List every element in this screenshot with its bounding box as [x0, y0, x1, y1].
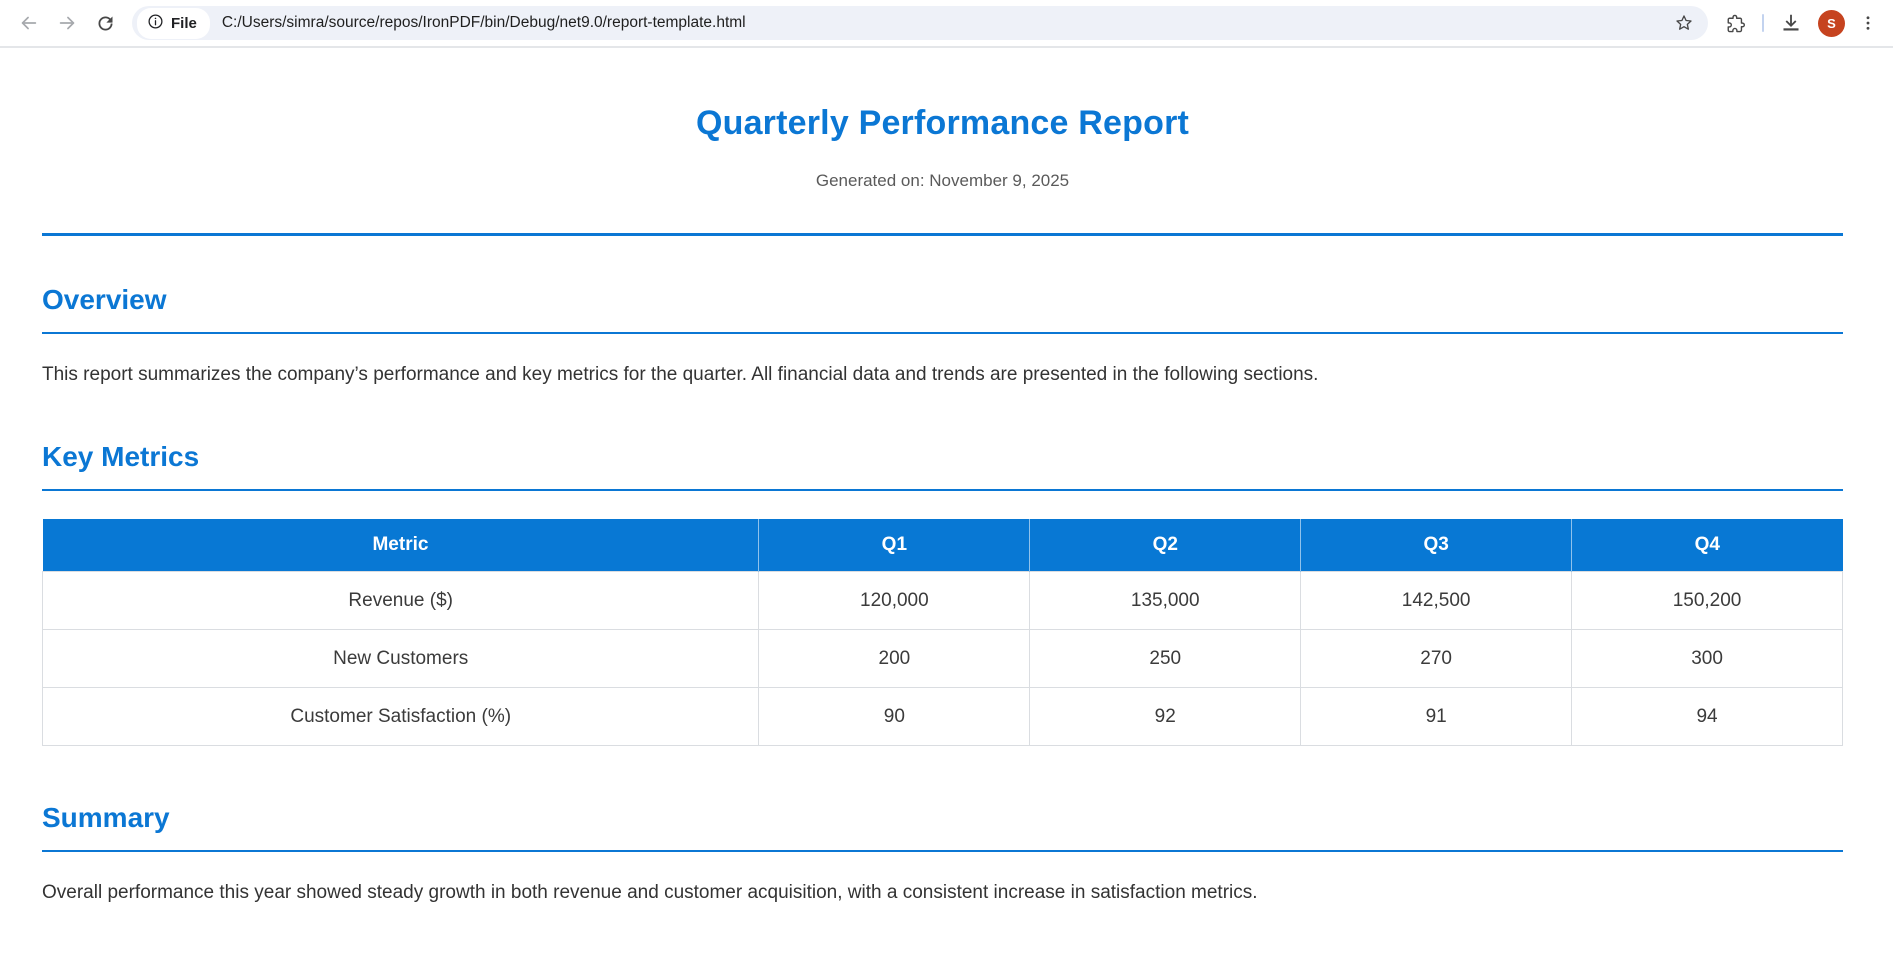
back-button[interactable]: [10, 4, 48, 42]
metric-cell: New Customers: [41, 629, 760, 689]
file-badge-label: File: [171, 14, 197, 32]
value-cell: 250: [1029, 629, 1302, 689]
value-cell: 92: [1029, 687, 1302, 747]
star-icon: [1674, 13, 1694, 33]
toolbar-right-cluster: S: [1716, 4, 1883, 42]
back-icon: [18, 12, 40, 34]
value-cell: 150,200: [1571, 571, 1843, 631]
metric-cell: Customer Satisfaction (%): [41, 687, 760, 747]
address-bar[interactable]: File C:/Users/simra/source/repos/IronPDF…: [132, 6, 1708, 40]
column-header: Q4: [1571, 518, 1843, 572]
puzzle-icon: [1725, 13, 1746, 34]
table-row: Revenue ($) 120,000 135,000 142,500 150,…: [41, 571, 1843, 631]
column-header: Q2: [1029, 518, 1302, 572]
overview-underline: [42, 332, 1843, 334]
value-cell: 300: [1571, 629, 1843, 689]
metrics-table: Metric Q1 Q2 Q3 Q4 Revenue ($) 120,000 1…: [41, 518, 1843, 747]
value-cell: 94: [1571, 687, 1843, 747]
toolbar-divider: [1762, 14, 1764, 32]
url-text[interactable]: C:/Users/simra/source/repos/IronPDF/bin/…: [221, 14, 746, 31]
table-header-row: Metric Q1 Q2 Q3 Q4: [42, 518, 1843, 572]
summary-heading: Summary: [42, 802, 170, 834]
value-cell: 120,000: [758, 571, 1031, 631]
generated-on-text: Generated on: November 9, 2025: [815, 171, 1070, 190]
key-metrics-heading: Key Metrics: [42, 440, 200, 472]
top-divider: [42, 233, 1843, 236]
table-row: New Customers 200 250 270 300: [41, 629, 1843, 689]
overview-heading: Overview: [42, 284, 167, 315]
value-cell: 270: [1300, 629, 1573, 689]
extensions-button[interactable]: [1716, 4, 1754, 42]
overview-paragraph: This report summarizes the company’s per…: [42, 364, 1319, 385]
table-row: Customer Satisfaction (%) 90 92 91 94: [41, 687, 1843, 747]
browser-menu-button[interactable]: [1853, 4, 1883, 42]
summary-paragraph: Overall performance this year showed ste…: [42, 882, 1258, 904]
report-page: Quarterly Performance Report Generated o…: [0, 48, 1893, 907]
value-cell: 135,000: [1029, 571, 1302, 631]
bookmark-button[interactable]: [1668, 7, 1700, 39]
value-cell: 91: [1300, 687, 1573, 747]
column-header: Metric: [42, 518, 760, 572]
value-cell: 142,500: [1300, 571, 1573, 631]
reload-button[interactable]: [86, 4, 124, 42]
column-header: Q3: [1300, 518, 1573, 572]
download-icon: [1780, 12, 1802, 34]
kebab-menu-icon: [1859, 14, 1877, 32]
info-icon: [147, 13, 164, 34]
file-badge[interactable]: File: [137, 7, 210, 39]
metric-cell: Revenue ($): [41, 571, 760, 631]
summary-underline: [42, 850, 1843, 853]
profile-avatar[interactable]: S: [1818, 9, 1845, 37]
forward-button[interactable]: [48, 4, 86, 42]
forward-icon: [56, 12, 78, 34]
key-metrics-underline: [42, 488, 1843, 491]
page-title: Quarterly Performance Report: [695, 104, 1190, 142]
browser-toolbar: File C:/Users/simra/source/repos/IronPDF…: [0, 0, 1893, 48]
column-header: Q1: [758, 518, 1031, 572]
downloads-button[interactable]: [1772, 4, 1810, 42]
value-cell: 90: [758, 687, 1031, 747]
avatar-letter: S: [1827, 15, 1836, 31]
value-cell: 200: [758, 629, 1031, 689]
reload-icon: [95, 13, 116, 34]
